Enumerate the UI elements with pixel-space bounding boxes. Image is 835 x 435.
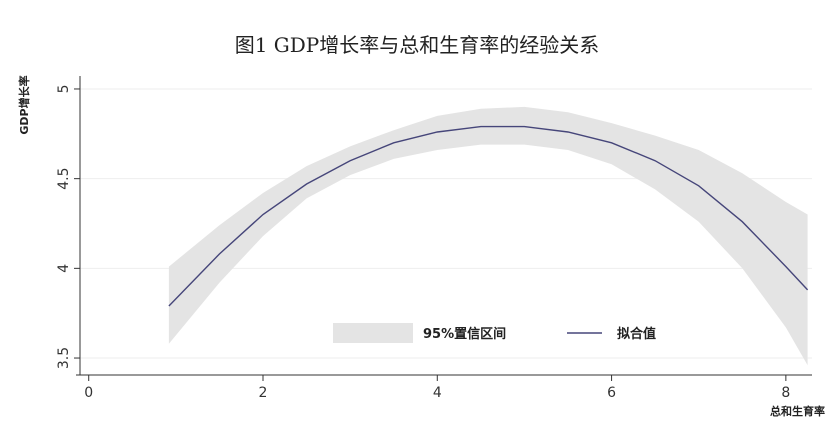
x-axis-title: 总和生育率 xyxy=(770,404,825,418)
y-tick-label-2: 4.5 xyxy=(56,168,72,190)
x-tick-label-1: 2 xyxy=(259,385,268,401)
axes xyxy=(76,76,812,376)
y-axis-title: GDP增长率 xyxy=(17,75,31,134)
tick-labels: 0 2 4 6 8 3.5 4 4.5 5 xyxy=(56,85,790,401)
x-tick-label-2: 4 xyxy=(433,385,442,401)
y-tick-label-3: 5 xyxy=(56,85,72,94)
legend: 95%置信区间 拟合值 xyxy=(333,323,656,343)
chart-title: 图1 GDP增长率与总和生育率的经验关系 xyxy=(235,33,600,57)
y-tick-label-0: 3.5 xyxy=(56,347,72,369)
y-tick-label-1: 4 xyxy=(56,264,72,273)
fitted-line xyxy=(168,125,809,307)
legend-band-swatch xyxy=(333,323,413,343)
legend-line-label: 拟合值 xyxy=(617,326,656,342)
fitted-line-layer xyxy=(168,125,809,307)
x-tick-label-0: 0 xyxy=(84,385,93,401)
legend-band-label: 95%置信区间 xyxy=(423,326,506,342)
x-tick-label-3: 6 xyxy=(607,385,616,401)
x-tick-label-4: 8 xyxy=(781,385,790,401)
